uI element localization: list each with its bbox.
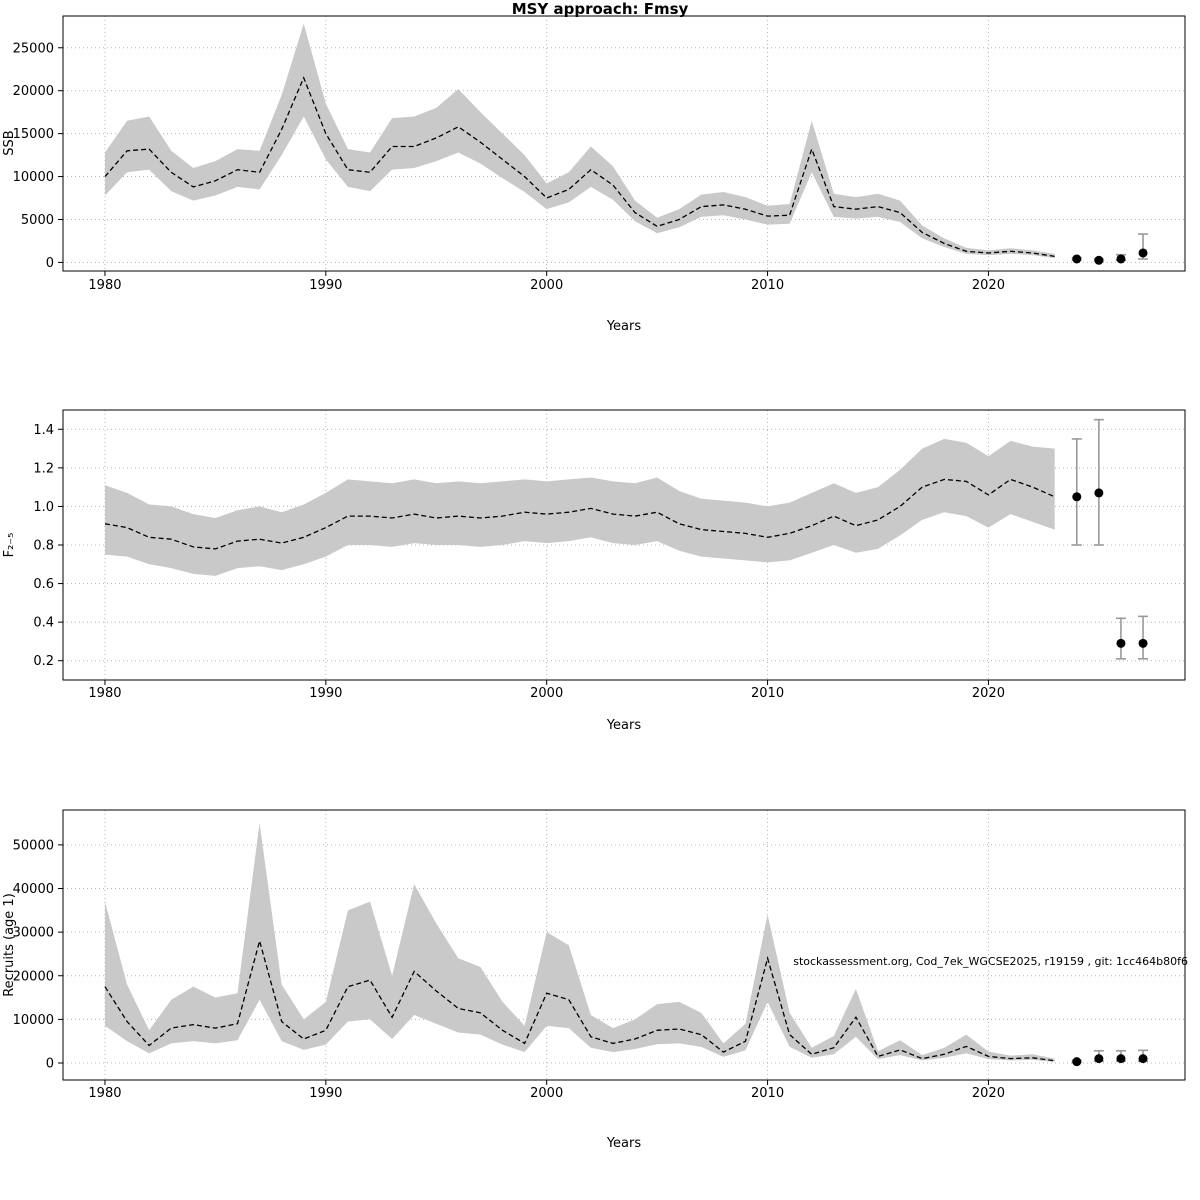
assessment-caption: stockassessment.org, Cod_7ek_WGCSE2025, … <box>793 955 1188 968</box>
ssb-confidence-band <box>104 23 1055 259</box>
x-tick-label: 1980 <box>88 278 121 293</box>
x-tick-label: 2000 <box>530 1086 563 1101</box>
y-tick-label: 1.2 <box>33 461 54 476</box>
x-tick-label: 1990 <box>309 278 342 293</box>
y-tick-label: 0.4 <box>33 616 54 631</box>
y-tick-label: 1.4 <box>33 423 54 438</box>
plot-border <box>62 15 1186 272</box>
chart-title: MSY approach: Fmsy <box>512 0 689 18</box>
x-tick-label: 1990 <box>309 686 342 701</box>
x-tick-label: 2010 <box>751 1086 784 1101</box>
y-tick-label: 25000 <box>13 41 54 56</box>
y-tick-label: 5000 <box>21 213 54 228</box>
plot-border <box>62 809 1186 1081</box>
years-axis-label: Years <box>606 718 642 733</box>
y-tick-label: 20000 <box>13 84 54 99</box>
ssb-axis-label: SSB <box>2 130 17 155</box>
y-tick-label: 30000 <box>13 926 54 941</box>
recruits-forecast-point <box>1116 1054 1126 1064</box>
f-series-line <box>104 478 1055 550</box>
y-tick-label: 10000 <box>13 170 54 185</box>
y-tick-label: 0.6 <box>33 577 54 592</box>
x-tick-label: 2020 <box>972 278 1005 293</box>
years-axis-label: Years <box>606 1136 642 1151</box>
ssb-forecast-point <box>1094 255 1104 265</box>
f-chart-panel: F₂₋₅ Years 0.2 0.4 0.6 0.8 1.0 1.2 1.4 1980 1990… <box>2 409 1186 733</box>
ssb-forecast-point <box>1138 248 1148 258</box>
recruits-confidence-band <box>104 823 1055 1062</box>
x-tick-label: 1980 <box>88 686 121 701</box>
y-tick-label: 0 <box>46 1056 54 1071</box>
y-tick-label: 15000 <box>13 127 54 142</box>
x-tick-label: 2010 <box>751 278 784 293</box>
recruits-axis-label: Recruits (age 1) <box>2 893 17 997</box>
ssb-forecast-point <box>1072 254 1082 264</box>
f-confidence-band <box>104 438 1055 576</box>
recruits-series-line <box>104 938 1055 1062</box>
f-forecast-point <box>1072 492 1082 502</box>
y-tick-label: 40000 <box>13 882 54 897</box>
x-tick-label: 2000 <box>530 686 563 701</box>
x-tick-label: 2000 <box>530 278 563 293</box>
y-tick-label: 0.2 <box>33 654 54 669</box>
f-forecast-point <box>1094 488 1104 498</box>
f-forecast-point <box>1138 638 1148 648</box>
x-tick-label: 1980 <box>88 1086 121 1101</box>
f-axis-label: F₂₋₅ <box>2 533 17 558</box>
y-tick-label: 0 <box>46 256 54 271</box>
recruits-forecast-point <box>1138 1054 1148 1064</box>
y-tick-label: 50000 <box>13 838 54 853</box>
ssb-chart-panel: MSY approach: Fmsy SSB Years 0 5000 10000 1… <box>2 0 1186 334</box>
x-tick-label: 2020 <box>972 686 1005 701</box>
years-axis-label: Years <box>606 319 642 334</box>
x-tick-label: 2010 <box>751 686 784 701</box>
y-tick-label: 1.0 <box>33 500 54 515</box>
f-forecast-point <box>1116 638 1126 648</box>
ssb-series-line <box>104 76 1055 258</box>
x-tick-label: 2020 <box>972 1086 1005 1101</box>
y-tick-label: 0.8 <box>33 539 54 554</box>
y-tick-label: 20000 <box>13 969 54 984</box>
recruits-forecast-point <box>1094 1054 1104 1064</box>
y-tick-label: 10000 <box>13 1013 54 1028</box>
ssb-forecast-point <box>1116 254 1126 264</box>
recruits-chart-panel: Recruits (age 1) Years stockassessment.o… <box>2 809 1188 1151</box>
recruits-forecast-point <box>1072 1057 1082 1067</box>
x-tick-label: 1990 <box>309 1086 342 1101</box>
